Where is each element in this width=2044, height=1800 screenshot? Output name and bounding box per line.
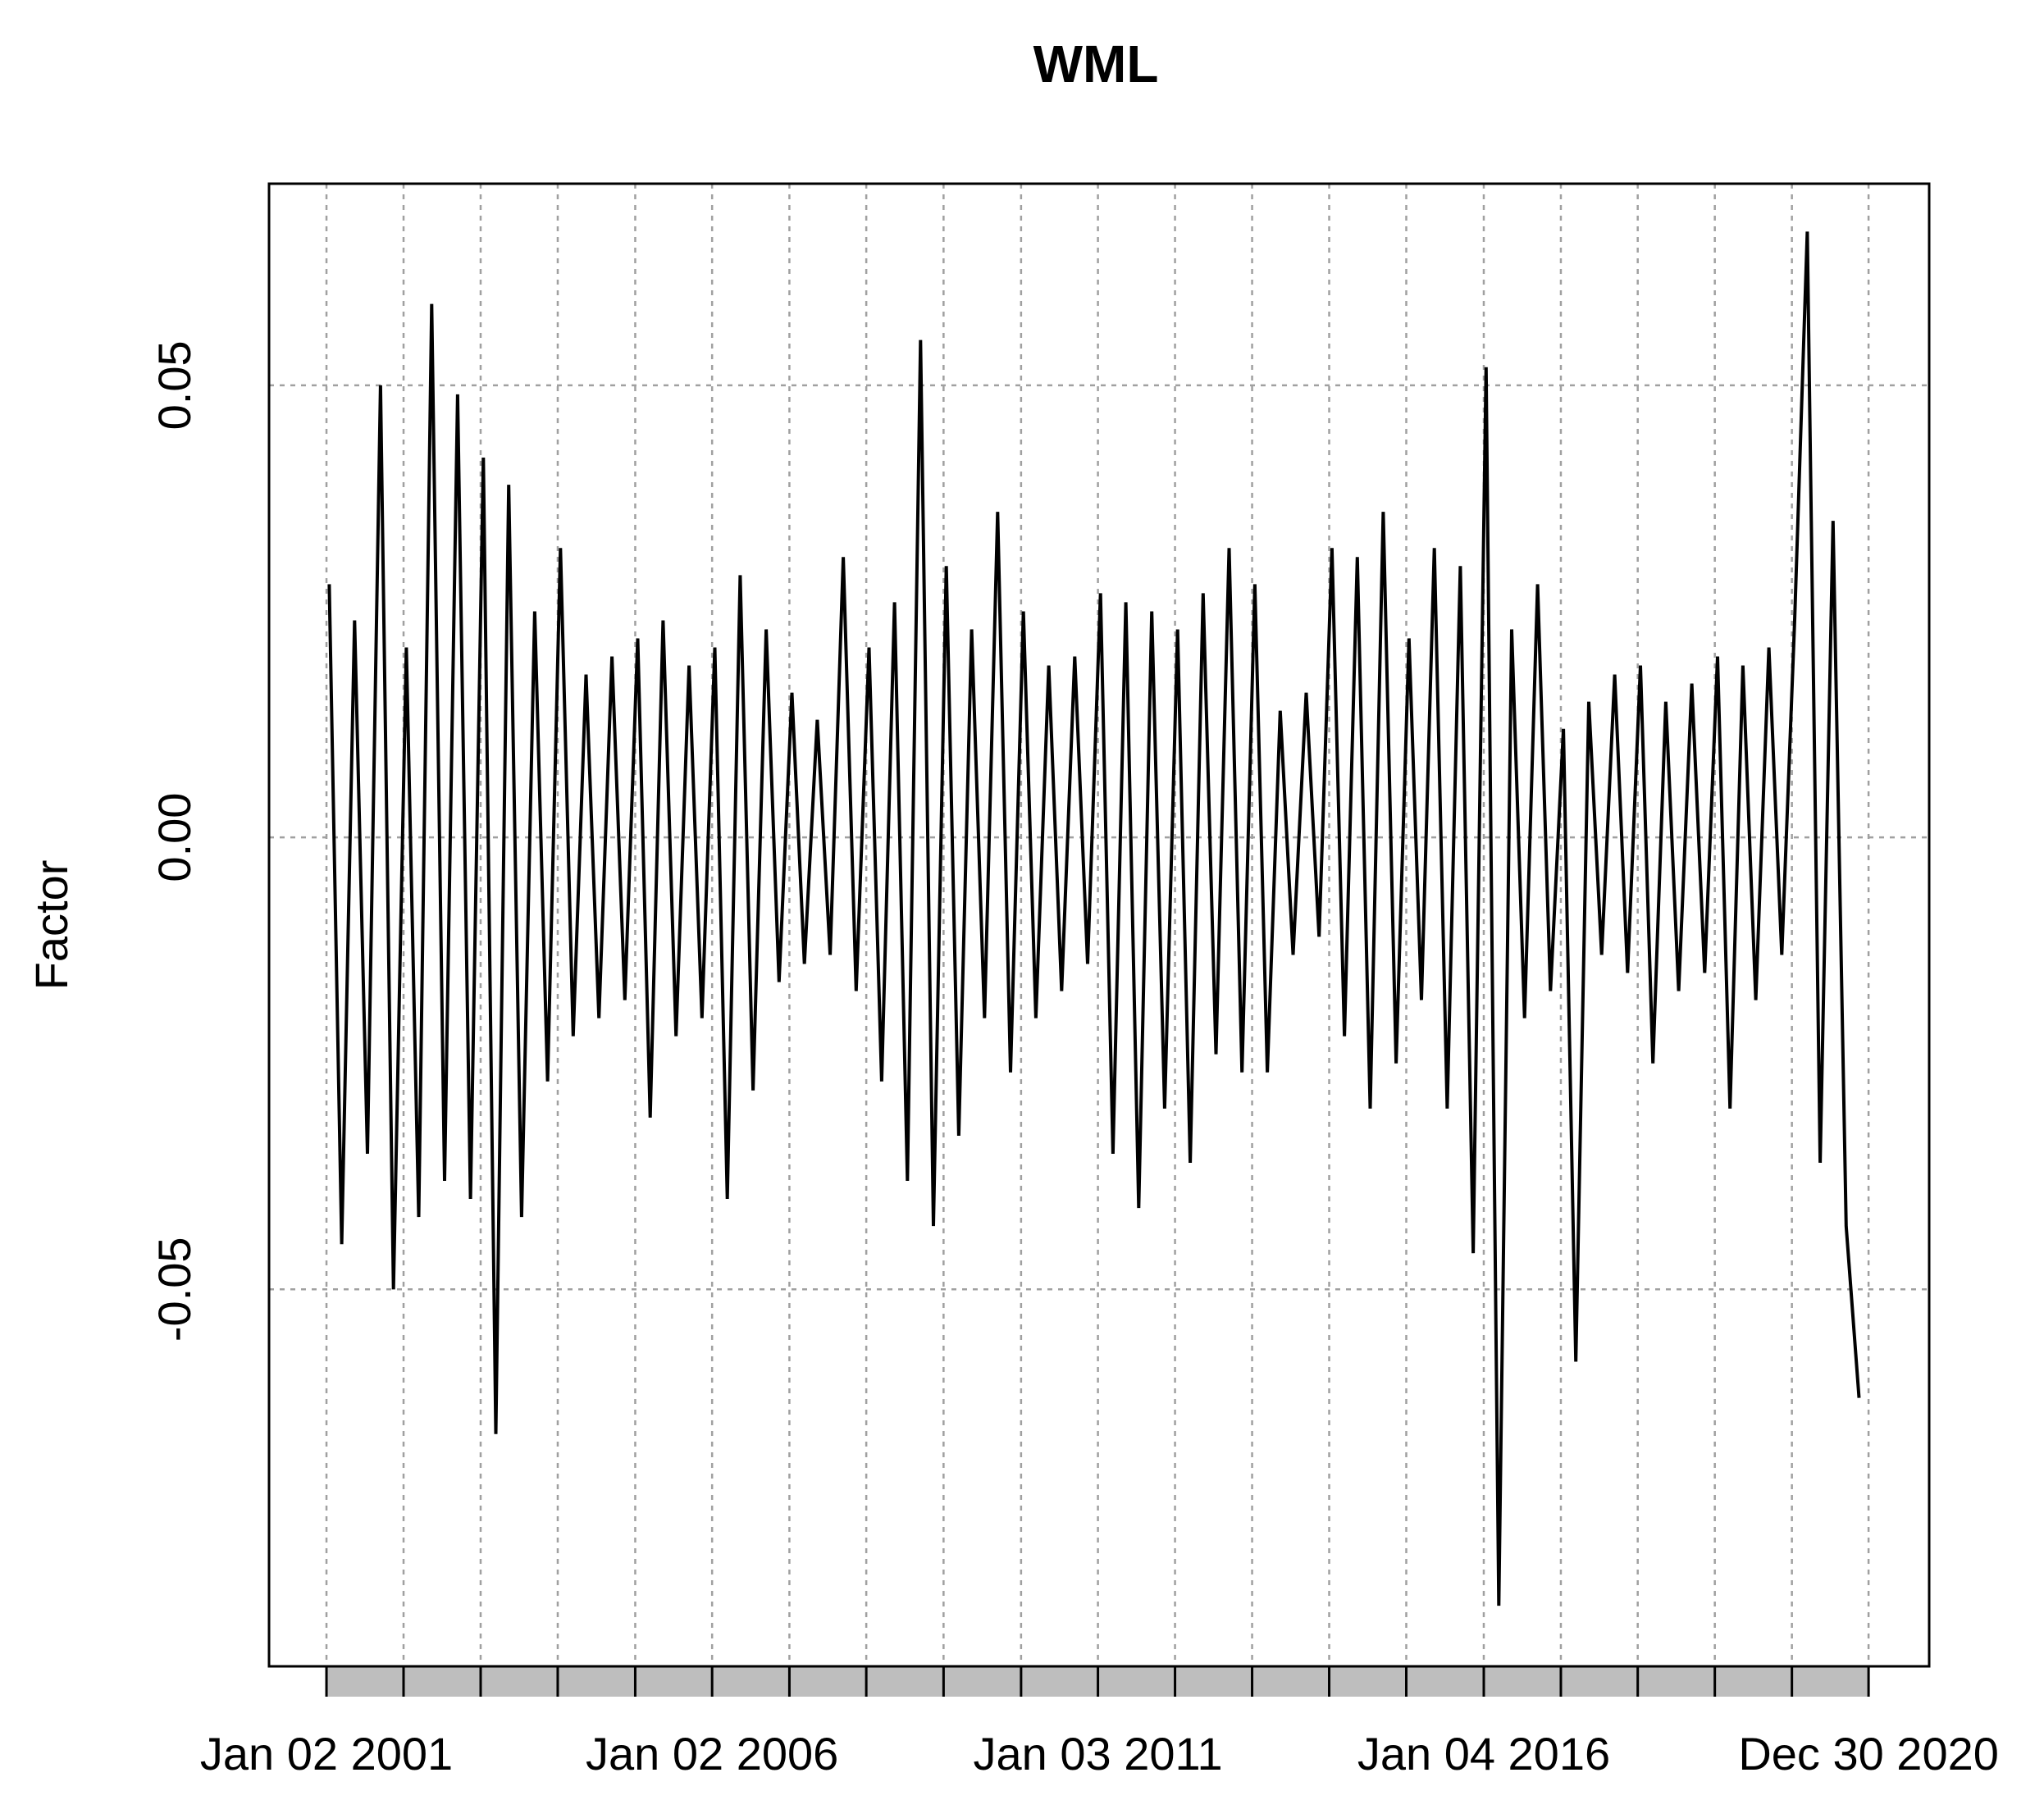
y-tick-label: -0.05 xyxy=(148,1237,200,1342)
y-axis-label: Factor xyxy=(25,860,77,991)
plot-frame xyxy=(267,182,1931,1668)
x-tick-label: Jan 02 2006 xyxy=(586,1728,838,1779)
x-tick-label: Jan 03 2011 xyxy=(974,1728,1223,1779)
x-tick-label: Dec 30 2020 xyxy=(1738,1728,1999,1779)
series-line xyxy=(327,231,1861,1606)
y-tick-label: 0.05 xyxy=(148,340,200,430)
x-tick-label: Jan 04 2016 xyxy=(1357,1728,1610,1779)
chart-title: WML xyxy=(1033,34,1159,93)
x-tick-label: Jan 02 2001 xyxy=(200,1728,453,1779)
y-tick-label: 0.00 xyxy=(148,793,200,882)
